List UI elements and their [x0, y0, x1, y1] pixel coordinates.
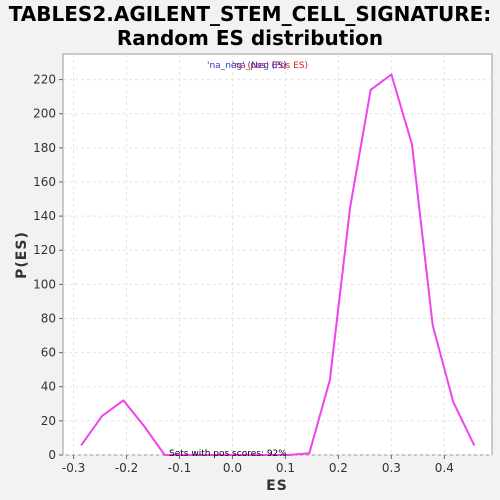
legend-entry-neg: 'na_neg' (Neg ES): [207, 61, 287, 71]
chart-title-line2: Random ES distribution: [116, 26, 384, 50]
y-tick-label: 160: [33, 175, 56, 189]
y-axis-label: P(ES): [14, 231, 30, 279]
y-tick-label: 200: [33, 107, 56, 121]
y-tick-label: 80: [41, 311, 56, 325]
x-tick-label: 0.4: [435, 461, 454, 475]
series-line: [80, 73, 475, 456]
x-tick-label: 0.1: [276, 461, 295, 475]
data-point: [308, 452, 311, 455]
y-tick-label: 40: [41, 380, 56, 394]
chart-title-line1: TABLES2.AGILENT_STEM_CELL_SIGNATURE:: [8, 2, 492, 26]
plot-area: [62, 53, 493, 456]
data-point: [80, 443, 83, 446]
data-point: [369, 88, 372, 91]
data-point: [143, 424, 146, 427]
data-point: [431, 324, 434, 327]
x-axis-ticks: -0.3 -0.2 -0.1 0.0 0.1 0.2 0.3 0.4: [62, 455, 454, 475]
legend-entry-pos: 'na_pos' (Pos ES): [232, 61, 308, 71]
data-point: [349, 206, 352, 209]
y-tick-label: 60: [41, 346, 56, 360]
x-tick-label: -0.3: [62, 461, 85, 475]
legend: 'na_pos' (Pos ES) 'na_neg' (Neg ES): [207, 61, 308, 71]
y-tick-label: 180: [33, 141, 56, 155]
y-tick-label: 120: [33, 243, 56, 257]
data-point: [411, 143, 414, 146]
x-tick-label: 0.3: [382, 461, 401, 475]
data-point: [246, 454, 249, 456]
data-point: [266, 454, 269, 456]
data-point: [184, 454, 187, 456]
data-point: [452, 401, 455, 404]
data-point: [205, 454, 207, 456]
y-tick-label: 0: [48, 448, 56, 462]
data-point: [122, 399, 125, 402]
x-tick-label: -0.2: [115, 461, 138, 475]
x-tick-label: 0.2: [329, 461, 348, 475]
data-point: [163, 454, 166, 456]
y-axis-ticks: 0 20 40 60 80 100 120 140 160 180 200 220: [33, 73, 63, 462]
data-point: [472, 443, 475, 446]
y-tick-label: 140: [33, 209, 56, 223]
chart-title: TABLES2.AGILENT_STEM_CELL_SIGNATURE: Ran…: [0, 2, 500, 50]
x-tick-label: -0.1: [168, 461, 191, 475]
data-point: [101, 414, 104, 417]
data-point: [328, 378, 331, 381]
series-group: [80, 73, 475, 456]
data-point: [390, 73, 393, 76]
x-axis-label: ES: [266, 478, 288, 494]
y-tick-label: 220: [33, 73, 56, 87]
y-tick-label: 20: [41, 414, 56, 428]
data-point: [225, 454, 228, 456]
grid-lines: [63, 54, 492, 456]
x-tick-label: 0.0: [223, 461, 242, 475]
data-point: [287, 454, 290, 456]
y-tick-label: 100: [33, 277, 56, 291]
pos-scores-annotation: Sets with pos scores: 92%: [169, 449, 287, 459]
